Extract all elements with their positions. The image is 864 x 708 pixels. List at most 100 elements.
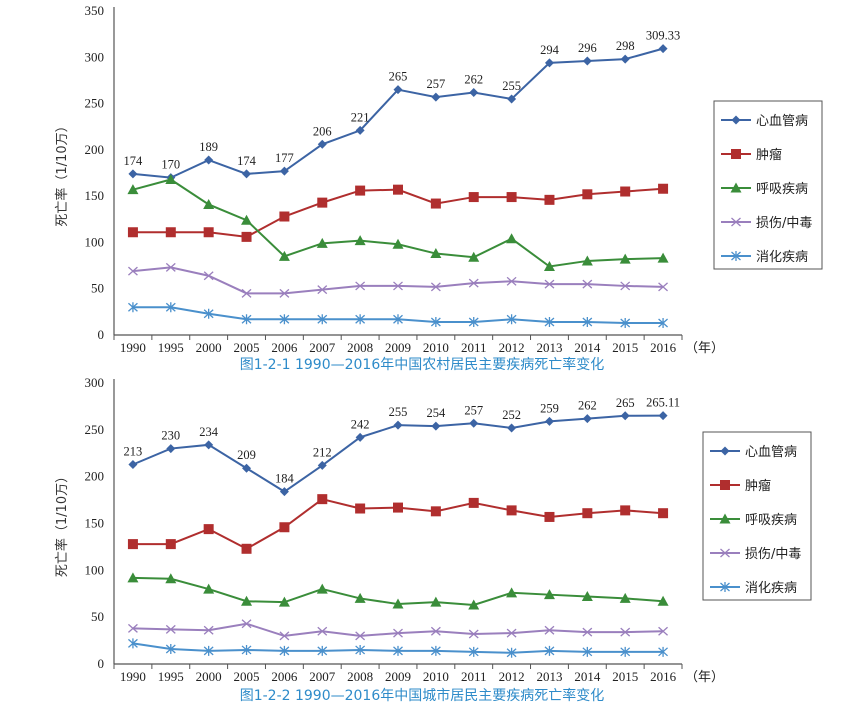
- data-point: [316, 583, 328, 594]
- data-point: [468, 629, 479, 639]
- data-point: [279, 166, 289, 176]
- data-label: 254: [426, 406, 446, 420]
- legend-label: 肿瘤: [745, 478, 771, 494]
- data-point: [506, 276, 517, 286]
- chart-rural: 0 50 100 150 200 250 300 350 1990 1995 2000 2005 200…: [54, 3, 823, 373]
- series-2: [127, 572, 669, 610]
- data-point: [355, 631, 366, 641]
- y-tick-label: 150: [85, 516, 105, 531]
- data-point: [468, 497, 479, 508]
- data-label: 262: [464, 72, 483, 86]
- data-point: [544, 416, 554, 426]
- data-point: [241, 543, 252, 554]
- series-3: [128, 262, 668, 298]
- data-point: [165, 262, 176, 272]
- data-point: [431, 421, 441, 431]
- series-line: [132, 47, 664, 179]
- data-point: [128, 623, 138, 633]
- data-point: [203, 271, 214, 281]
- data-point: [507, 423, 517, 433]
- data-point: [241, 595, 253, 606]
- data-point: [128, 638, 138, 649]
- data-point: [203, 625, 214, 635]
- data-label: 252: [502, 408, 521, 422]
- data-point: [620, 411, 630, 421]
- data-point: [430, 596, 442, 607]
- x-tick-label: 2012: [499, 340, 525, 355]
- data-point: [204, 440, 214, 450]
- data-point: [165, 302, 176, 313]
- data-point: [317, 645, 328, 656]
- data-label: 262: [578, 399, 597, 413]
- data-point: [468, 251, 480, 262]
- series-3: [128, 619, 668, 641]
- data-point: [127, 572, 139, 583]
- data-label: 221: [351, 110, 370, 124]
- data-label: 298: [616, 39, 635, 53]
- x-tick-label: 2005: [234, 669, 260, 684]
- data-point: [317, 285, 328, 295]
- x-tick-label: 2014: [574, 340, 601, 355]
- data-point: [431, 92, 441, 102]
- data-label: 294: [540, 43, 560, 57]
- data-point: [544, 625, 555, 635]
- data-label: 234: [199, 425, 219, 439]
- y-tick-label: 200: [85, 142, 105, 157]
- data-point: [619, 592, 631, 603]
- x-tick-label: 2015: [612, 340, 638, 355]
- data-point: [430, 248, 442, 259]
- data-point: [355, 432, 365, 442]
- data-point: [393, 184, 403, 195]
- data-point: [430, 645, 441, 656]
- x-tick-label: 2015: [612, 669, 638, 684]
- data-label: 257: [426, 77, 445, 91]
- data-label: 177: [275, 151, 294, 165]
- x-tick-label: 2011: [461, 669, 487, 684]
- data-label: 255: [502, 79, 521, 93]
- legend-label: 损伤/中毒: [745, 547, 801, 562]
- data-point: [279, 314, 290, 325]
- data-point: [203, 308, 214, 319]
- x-tick-label: 2010: [423, 340, 449, 355]
- x-tick-label: 2008: [347, 340, 373, 355]
- data-label: 174: [124, 154, 144, 168]
- data-point: [203, 524, 214, 535]
- data-label: 174: [237, 154, 257, 168]
- data-point: [393, 420, 403, 430]
- data-point: [430, 198, 441, 209]
- data-label: 257: [464, 403, 483, 417]
- data-point: [620, 505, 631, 516]
- data-point: [658, 282, 668, 292]
- x-tick-label: 1990: [120, 669, 146, 684]
- y-tick-label: 0: [98, 656, 105, 671]
- data-point: [620, 186, 631, 197]
- data-point: [165, 624, 176, 634]
- data-point: [393, 645, 403, 656]
- data-point: [354, 235, 366, 246]
- data-point: [241, 288, 252, 298]
- data-point: [317, 139, 327, 149]
- data-point: [241, 314, 252, 325]
- data-point: [393, 314, 403, 325]
- legend-label: 肿瘤: [756, 147, 782, 163]
- data-point: [658, 44, 668, 54]
- data-label: 189: [199, 140, 218, 154]
- data-point: [128, 459, 138, 469]
- data-point: [127, 227, 138, 238]
- data-point: [543, 260, 555, 271]
- legend-marker-icon: [720, 582, 730, 592]
- data-point: [544, 279, 555, 289]
- data-point: [506, 587, 518, 598]
- x-tick-label: 2000: [196, 340, 222, 355]
- data-label: 265: [389, 70, 408, 84]
- data-label: 213: [124, 444, 143, 458]
- y-tick-label: 100: [85, 562, 105, 577]
- data-label: 170: [161, 158, 180, 172]
- data-point: [468, 599, 480, 610]
- legend-label: 损伤/中毒: [756, 216, 812, 231]
- data-point: [582, 508, 593, 519]
- data-label: 259: [540, 401, 559, 415]
- data-point: [278, 596, 290, 607]
- y-tick-label: 150: [85, 188, 105, 203]
